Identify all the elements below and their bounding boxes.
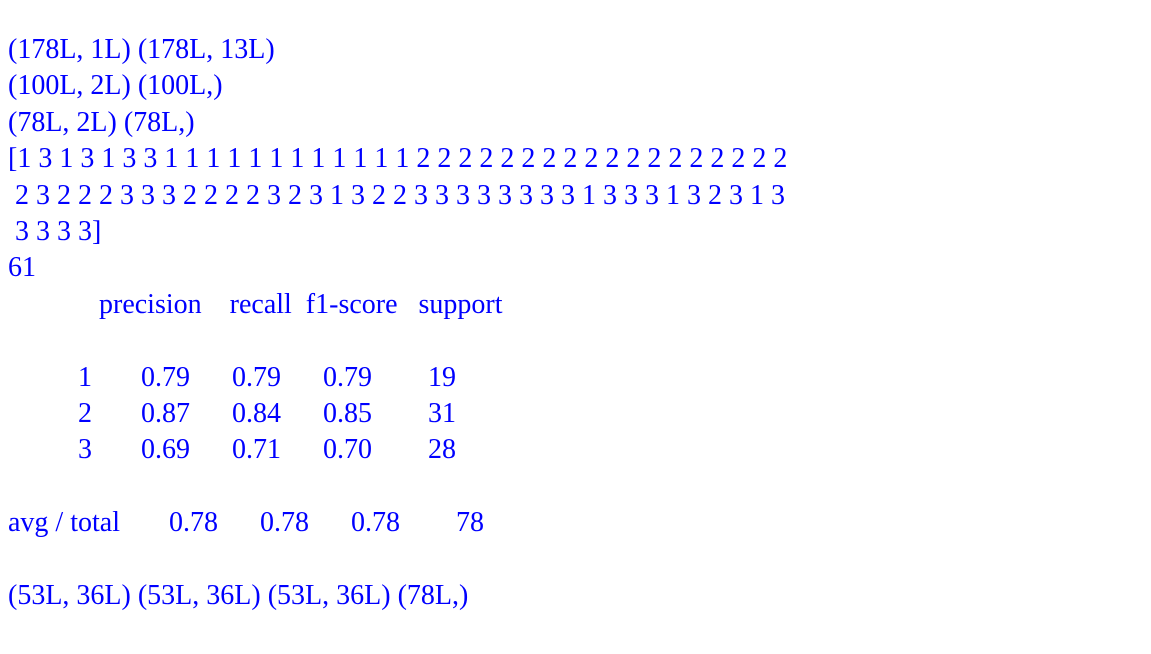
prediction-array-line: 2 3 2 2 2 3 3 3 2 2 2 2 3 2 3 1 3 2 2 3 … <box>8 180 785 211</box>
report-row: 3 0.69 0.71 0.70 28 <box>8 434 456 465</box>
trailing-shapes: (53L, 36L) (53L, 36L) (53L, 36L) (78L,) <box>8 580 468 611</box>
prediction-array-line: 3 3 3 3] <box>8 216 101 247</box>
shape-line: (100L, 2L) (100L,) <box>8 70 223 101</box>
shape-line: (178L, 1L) (178L, 13L) <box>8 34 275 65</box>
scalar-value: 61 <box>8 252 36 283</box>
report-summary: avg / total 0.78 0.78 0.78 78 <box>8 507 484 538</box>
report-row: 2 0.87 0.84 0.85 31 <box>8 398 456 429</box>
console-output: (178L, 1L) (178L, 13L) (100L, 2L) (100L,… <box>0 28 1151 618</box>
prediction-array-line: [1 3 1 3 1 3 3 1 1 1 1 1 1 1 1 1 1 1 1 2… <box>8 143 787 174</box>
report-header: precision recall f1-score support <box>8 289 503 320</box>
shape-line: (78L, 2L) (78L,) <box>8 107 195 138</box>
report-row: 1 0.79 0.79 0.79 19 <box>8 362 456 393</box>
